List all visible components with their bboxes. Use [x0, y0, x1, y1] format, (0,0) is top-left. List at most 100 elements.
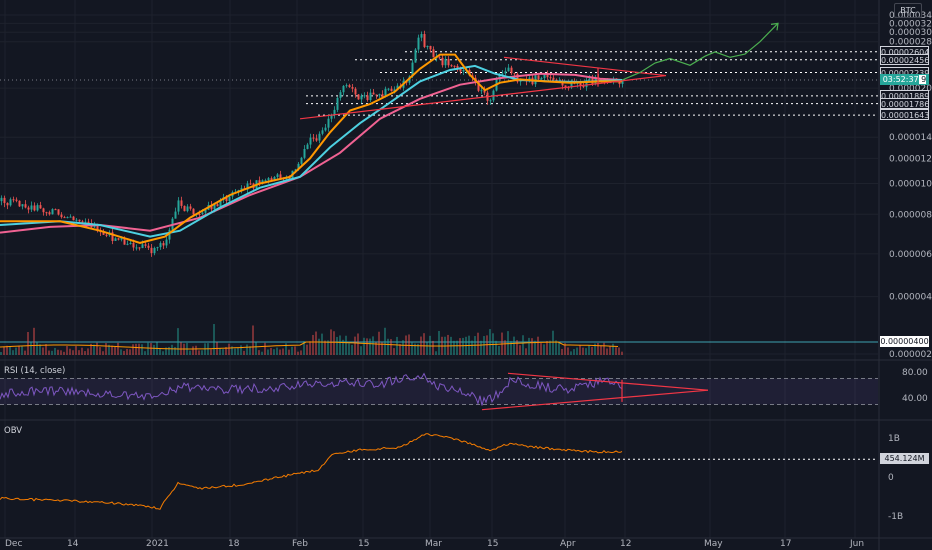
- volume-bar: [366, 338, 368, 355]
- candle-body: [213, 204, 216, 210]
- candle-body: [366, 95, 369, 101]
- candle-body: [87, 221, 90, 223]
- volume-bar: [33, 327, 35, 355]
- volume-bar: [471, 340, 473, 355]
- candle-body: [330, 114, 333, 119]
- level-tag-5[interactable]: 0.00001643: [880, 109, 930, 121]
- candle-body: [159, 243, 162, 248]
- price-tick-2: 0.00003000: [889, 28, 932, 38]
- candle-body: [66, 217, 69, 219]
- rsi-triangle-lower: [481, 389, 709, 411]
- volume-bar: [312, 334, 314, 355]
- candle-body: [51, 209, 54, 215]
- volume-bar: [555, 340, 557, 355]
- price-tick-9: 0.00000600: [889, 250, 932, 260]
- obv-label[interactable]: OBV: [4, 426, 23, 436]
- volume-bar: [414, 343, 416, 355]
- volume-bar: [480, 340, 482, 355]
- candle-body: [423, 34, 426, 48]
- candle-body: [177, 200, 180, 212]
- candle-body: [39, 205, 42, 209]
- volume-bar: [528, 337, 530, 355]
- volume-bar: [84, 351, 86, 355]
- candle-body: [444, 58, 447, 66]
- volume-bar: [222, 349, 224, 355]
- candle-body: [417, 37, 420, 50]
- volume-bar: [147, 342, 149, 355]
- trendline-drawings[interactable]: [299, 22, 779, 120]
- volume-bar: [567, 347, 569, 355]
- date-tick-4: Feb: [292, 539, 308, 549]
- candle-body: [336, 97, 339, 110]
- volume-tag[interactable]: 0.00000400: [880, 336, 929, 347]
- volume-bar: [210, 349, 212, 355]
- volume-bar: [177, 328, 179, 355]
- volume-bar: [114, 347, 116, 355]
- candle-body: [105, 234, 108, 236]
- volume-bar: [489, 329, 491, 355]
- level-tag-4[interactable]: 0.00001786: [880, 97, 930, 109]
- volume-bar: [39, 344, 41, 355]
- candle-body: [96, 223, 99, 232]
- candle-body: [135, 247, 138, 249]
- candle-body: [576, 82, 579, 84]
- candle-body: [120, 237, 123, 240]
- volume-bar: [36, 342, 38, 355]
- volume-bar: [96, 342, 98, 355]
- ticker-badge[interactable]: BTC: [894, 3, 922, 18]
- volume-bar: [81, 347, 83, 355]
- volume-bar: [153, 344, 155, 355]
- time-axis[interactable]: Dec 14 2021 18 Feb 15 Mar 15 Apr 12 May 17 Jun: [5, 539, 864, 549]
- volume-bar: [504, 340, 506, 355]
- volume-bar: [561, 348, 563, 355]
- candle-body: [6, 202, 9, 206]
- candle-body: [411, 62, 414, 77]
- candle-body: [12, 199, 15, 201]
- volume-bar: [417, 343, 419, 355]
- projection-path: [621, 22, 779, 81]
- volume-bar: [498, 345, 500, 355]
- volume-bar: [342, 339, 344, 355]
- volume-bar: [570, 351, 572, 355]
- level-tag-1[interactable]: 0.00002456: [880, 53, 930, 65]
- volume-bar: [594, 343, 596, 355]
- candle-body: [543, 74, 546, 79]
- volume-bar: [264, 342, 266, 355]
- date-tick-1: 14: [67, 539, 79, 549]
- projection-arrow-head: [770, 22, 779, 31]
- volume-bar: [249, 346, 251, 355]
- volume-bar: [297, 351, 299, 355]
- candle-body: [489, 100, 492, 102]
- volume-bar: [132, 344, 134, 355]
- obv-level-tag[interactable]: 454.124M: [880, 453, 929, 465]
- volume-bar: [234, 348, 236, 355]
- volume-bar: [9, 346, 11, 355]
- candle-body: [36, 205, 39, 211]
- candle-body: [456, 65, 459, 68]
- volume-bar: [99, 347, 101, 355]
- candle-body: [75, 219, 78, 221]
- volume-bar: [93, 344, 95, 355]
- volume-bar: [522, 335, 524, 355]
- volume-bar: [168, 346, 170, 355]
- candle-body: [309, 137, 312, 145]
- candle-body: [81, 221, 84, 223]
- rsi-label[interactable]: RSI (14, close): [4, 366, 66, 376]
- price-axis[interactable]: 0.000034000.000032000.000030000.00002800…: [888, 11, 932, 522]
- volume-bar: [540, 343, 542, 355]
- candle-body: [432, 49, 435, 58]
- candle-body: [210, 205, 213, 210]
- price-tick-3: 0.00002800: [889, 38, 932, 48]
- volume-bar: [483, 336, 485, 355]
- volume-bar: [582, 347, 584, 355]
- volume-bar: [576, 347, 578, 355]
- volume-bar: [360, 346, 362, 355]
- candle-body: [342, 85, 345, 93]
- candle-body: [567, 87, 570, 89]
- volume-bar: [240, 345, 242, 355]
- candle-body: [24, 204, 27, 208]
- last-price-tag[interactable]: 03:52:37 9: [880, 74, 929, 86]
- date-tick-12: Jun: [849, 539, 864, 549]
- candle-body: [144, 244, 147, 246]
